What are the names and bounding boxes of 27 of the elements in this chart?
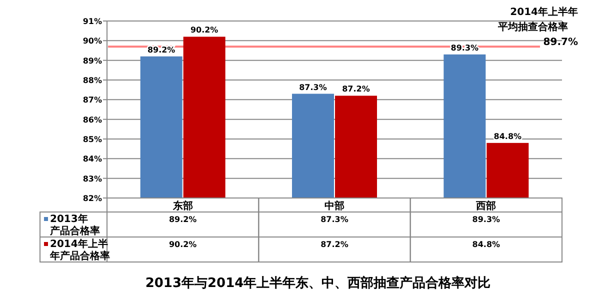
- y-tick-label: 87%: [82, 96, 102, 105]
- y-tick-label: 88%: [82, 76, 102, 85]
- text: 90.2%: [190, 26, 218, 35]
- y-tick-label: 91%: [82, 17, 102, 26]
- data-label: 89.3%: [472, 215, 500, 224]
- text: 87.3%: [299, 82, 327, 92]
- data-label: 90.2%: [168, 240, 197, 249]
- data-label: 87.2%: [320, 240, 348, 249]
- data-label: 84.8%: [472, 240, 500, 249]
- y-tick-label: 85%: [82, 135, 102, 144]
- x-tick-label: 中部: [324, 200, 344, 212]
- data-label: 89.2%: [168, 215, 197, 224]
- text: 89.2%: [147, 45, 176, 54]
- text: 2013年与2014年上半年东、中、西部抽查产品合格率对比: [145, 275, 491, 291]
- text: 89.3%: [450, 43, 479, 52]
- data-label: 87.3%: [320, 215, 348, 224]
- y-tick-label: 84%: [82, 154, 102, 164]
- x-tick-label: 西部: [475, 200, 496, 212]
- y-tick-label: 83%: [82, 174, 102, 184]
- y-tick-label: 89%: [82, 56, 102, 66]
- ref-line-label: 2014年上半年平均抽查合格率 89.7%: [497, 6, 578, 48]
- y-tick-label: 82%: [82, 194, 102, 203]
- text: 87.2%: [342, 84, 370, 94]
- y-tick-label: 86%: [82, 115, 102, 124]
- x-tick-label: 东部: [172, 200, 193, 212]
- y-tick-label: 90%: [82, 36, 102, 46]
- text: 84.8%: [494, 132, 522, 141]
